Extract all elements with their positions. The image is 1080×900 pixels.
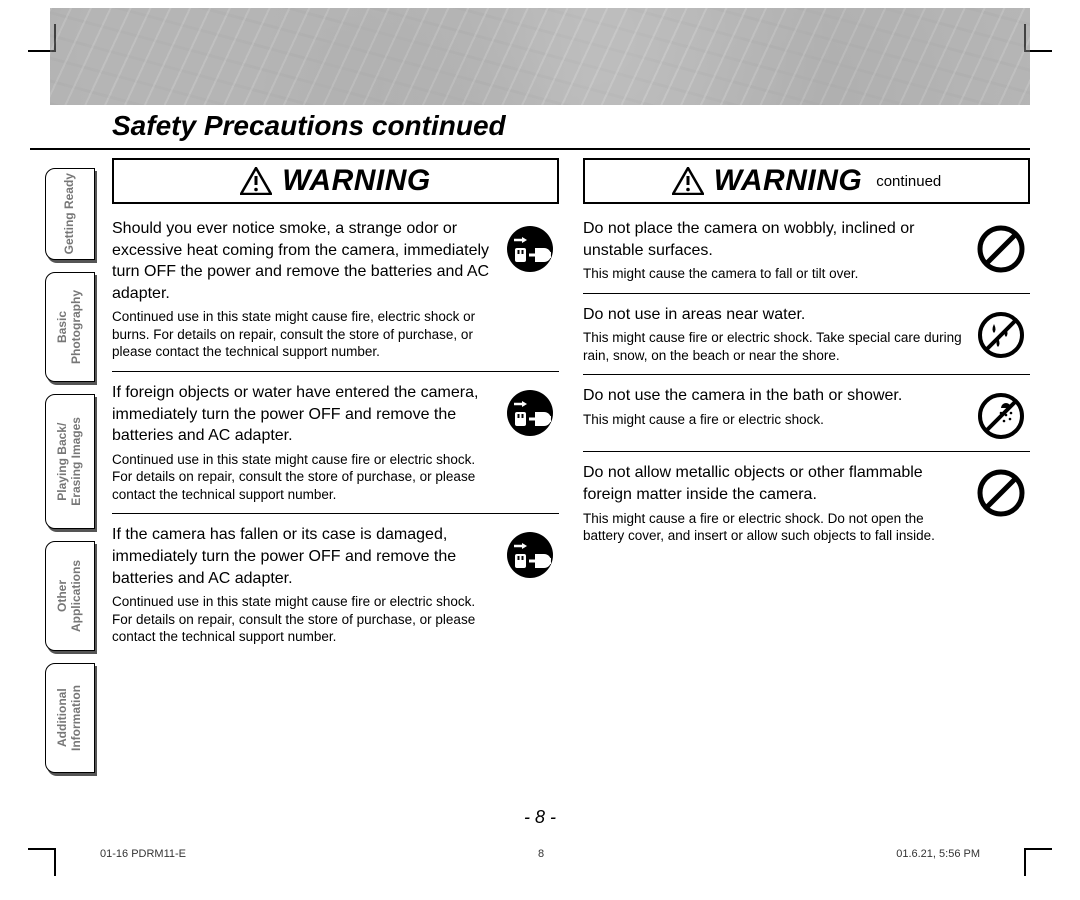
footer-center: 8 (538, 848, 544, 860)
page-number: - 8 - (0, 807, 1080, 828)
content-columns: WARNING Should you ever notice smoke, a … (112, 158, 1030, 808)
tab-label: Basic Photography (56, 290, 84, 364)
unplug-icon (501, 382, 559, 438)
warning-triangle-icon (240, 167, 272, 195)
entry-lead: If the camera has fallen or its case is … (112, 524, 493, 589)
warning-entry: If foreign objects or water have entered… (112, 382, 559, 503)
crop-mark-icon (28, 848, 56, 876)
no-water-icon (972, 304, 1030, 360)
tab-playing-back: Playing Back/ Erasing Images (45, 394, 95, 529)
warning-entry: Should you ever notice smoke, a strange … (112, 218, 559, 361)
entry-lead: Do not place the camera on wobbly, incli… (583, 218, 964, 261)
footer-left: 01-16 PDRM11-E (100, 848, 186, 860)
divider (583, 293, 1030, 294)
side-tabs: Getting Ready Basic Photography Playing … (45, 168, 95, 785)
unplug-icon (501, 524, 559, 580)
left-column: WARNING Should you ever notice smoke, a … (112, 158, 559, 808)
warning-triangle-icon (672, 167, 704, 195)
entry-sub: This might cause fire or electric shock.… (583, 329, 964, 364)
tab-label: Getting Ready (63, 173, 77, 254)
tab-additional-info: Additional Information (45, 663, 95, 773)
right-column: WARNING continued Do not place the camer… (583, 158, 1030, 808)
entry-sub: Continued use in this state might cause … (112, 308, 493, 361)
document-page: Safety Precautions continued Getting Rea… (0, 0, 1080, 900)
entry-lead: Do not allow metallic objects or other f… (583, 462, 964, 505)
entry-sub: This might cause a fire or electric shoc… (583, 510, 964, 545)
tab-getting-ready: Getting Ready (45, 168, 95, 260)
tab-label: Additional Information (56, 685, 84, 751)
tab-label: Other Applications (56, 560, 84, 632)
divider (583, 374, 1030, 375)
tab-basic-photography: Basic Photography (45, 272, 95, 382)
warning-entry: If the camera has fallen or its case is … (112, 524, 559, 645)
tab-other-applications: Other Applications (45, 541, 95, 651)
entry-lead: Should you ever notice smoke, a strange … (112, 218, 493, 304)
tab-label: Playing Back/ Erasing Images (56, 417, 84, 506)
entry-sub: Continued use in this state might cause … (112, 451, 493, 504)
unplug-icon (501, 218, 559, 274)
warning-label: WARNING (282, 164, 431, 198)
entry-sub: This might cause a fire or electric shoc… (583, 411, 964, 429)
warning-entry: Do not use the camera in the bath or sho… (583, 385, 1030, 441)
divider (112, 513, 559, 514)
entry-sub: This might cause the camera to fall or t… (583, 265, 964, 283)
no-shower-icon (972, 385, 1030, 441)
page-title: Safety Precautions continued (112, 110, 506, 142)
warning-label: WARNING (714, 164, 863, 198)
entry-lead: Do not use in areas near water. (583, 304, 964, 326)
entry-sub: Continued use in this state might cause … (112, 593, 493, 646)
warning-suffix: continued (876, 173, 941, 190)
divider (112, 371, 559, 372)
warning-heading-right: WARNING continued (583, 158, 1030, 204)
crop-mark-icon (1024, 848, 1052, 876)
prohibit-icon (972, 218, 1030, 274)
footer-right: 01.6.21, 5:56 PM (896, 848, 980, 860)
divider (583, 451, 1030, 452)
warning-entry: Do not use in areas near water. This mig… (583, 304, 1030, 365)
footer: 01-16 PDRM11-E 8 01.6.21, 5:56 PM (100, 848, 980, 860)
warning-heading-left: WARNING (112, 158, 559, 204)
entry-lead: Do not use the camera in the bath or sho… (583, 385, 964, 407)
divider (30, 148, 1030, 150)
warning-entry: Do not allow metallic objects or other f… (583, 462, 1030, 544)
entry-lead: If foreign objects or water have entered… (112, 382, 493, 447)
warning-entry: Do not place the camera on wobbly, incli… (583, 218, 1030, 283)
prohibit-icon (972, 462, 1030, 518)
